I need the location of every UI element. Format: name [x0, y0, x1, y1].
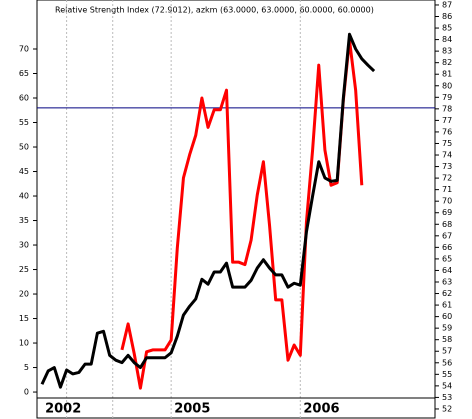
y2-tick-label: 63	[442, 277, 452, 286]
y-tick-label: 50	[19, 143, 29, 152]
y2-tick-label: 55	[442, 370, 452, 379]
series-line	[120, 38, 364, 390]
y2-tick-label: 81	[442, 70, 452, 79]
y2-tick-label: 70	[442, 197, 452, 206]
y2-tick-label: 54	[442, 381, 452, 390]
y-tick-label: 30	[19, 241, 29, 250]
x-year-label: 2006	[303, 402, 339, 417]
chart-title: Relative Strength Index (72.9012), azkm …	[55, 6, 374, 15]
y2-tick-label: 76	[442, 127, 452, 136]
y-tick-label: 10	[19, 339, 29, 348]
y2-tick-label: 77	[442, 116, 452, 125]
y-tick-label: 15	[19, 314, 29, 323]
y2-tick-label: 57	[442, 347, 452, 356]
y-tick-label: 55	[19, 118, 29, 127]
x-year-label: 2002	[45, 402, 81, 417]
y2-tick-label: 84	[442, 35, 452, 44]
y2-tick-label: 61	[442, 301, 452, 310]
y-tick-label: 0	[24, 388, 29, 397]
y2-tick-label: 60	[442, 312, 452, 321]
y2-tick-label: 53	[442, 393, 452, 402]
y2-tick-label: 73	[442, 162, 452, 171]
y2-tick-label: 75	[442, 139, 452, 148]
y2-tick-label: 59	[442, 324, 452, 333]
y2-tick-label: 72	[442, 174, 452, 183]
y-tick-label: 20	[19, 290, 29, 299]
y-tick-label: 65	[19, 69, 29, 78]
y2-tick-label: 87	[442, 0, 452, 9]
y2-tick-label: 65	[442, 254, 452, 263]
y-tick-label: 25	[19, 265, 29, 274]
y2-tick-label: 68	[442, 220, 452, 229]
y2-tick-label: 86	[442, 12, 452, 21]
y2-tick-label: 80	[442, 81, 452, 90]
y-tick-label: 70	[19, 45, 29, 54]
y2-tick-label: 52	[442, 404, 452, 413]
y-tick-label: 60	[19, 94, 29, 103]
y-tick-label: 45	[19, 167, 29, 176]
y2-tick-label: 71	[442, 185, 452, 194]
y2-tick-label: 85	[442, 24, 452, 33]
series-line	[40, 32, 376, 389]
y2-tick-label: 74	[442, 151, 452, 160]
plot-frame	[36, 0, 436, 419]
y2-tick-label: 64	[442, 266, 452, 275]
y2-tick-label: 66	[442, 243, 452, 252]
x-year-label: 2005	[174, 402, 210, 417]
y2-tick-label: 56	[442, 358, 452, 367]
y-tick-label: 40	[19, 192, 29, 201]
y2-tick-label: 62	[442, 289, 452, 298]
y2-tick-label: 78	[442, 104, 452, 113]
y-tick-label: 5	[24, 363, 29, 372]
y2-tick-label: 69	[442, 208, 452, 217]
y2-tick-label: 79	[442, 93, 452, 102]
y-tick-label: 35	[19, 216, 29, 225]
y2-tick-label: 83	[442, 47, 452, 56]
y2-tick-label: 67	[442, 231, 452, 240]
y2-tick-label: 58	[442, 335, 452, 344]
y2-tick-label: 82	[442, 58, 452, 67]
